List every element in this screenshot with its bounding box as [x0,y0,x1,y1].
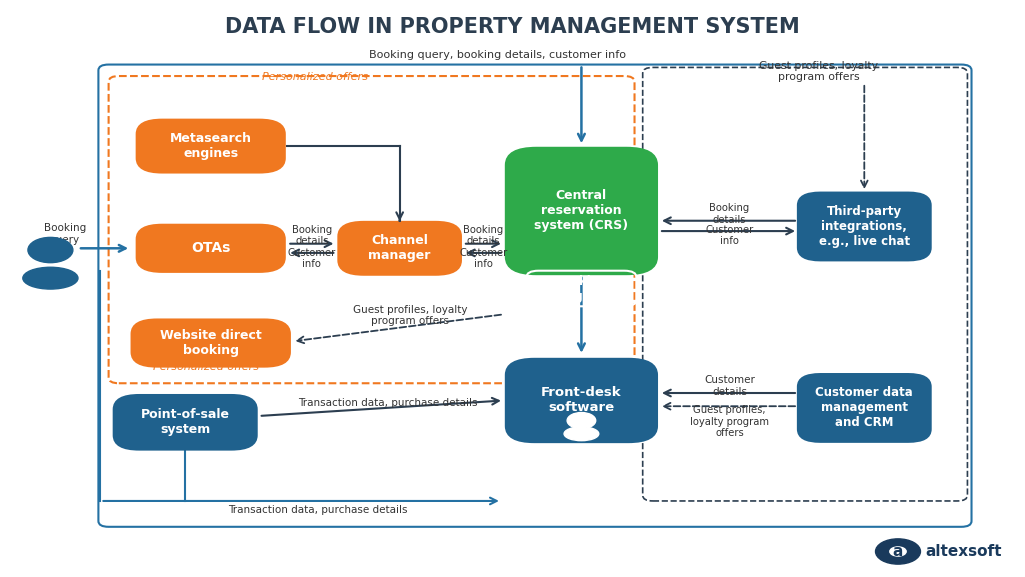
Ellipse shape [23,267,78,289]
Text: Guest profiles, loyalty
program offers: Guest profiles, loyalty program offers [353,305,467,326]
Text: a: a [893,544,903,559]
FancyBboxPatch shape [136,119,285,173]
Text: Transaction data, purchase details: Transaction data, purchase details [297,398,478,409]
FancyBboxPatch shape [506,148,657,274]
Ellipse shape [564,427,599,441]
Text: Booking query, booking details, customer info: Booking query, booking details, customer… [369,50,626,60]
FancyBboxPatch shape [136,225,285,272]
Text: Third-party
integrations,
e.g., live chat: Third-party integrations, e.g., live cha… [819,205,910,248]
Text: Booking
details: Booking details [463,225,503,246]
Text: Personalized offers: Personalized offers [261,72,368,82]
Text: Central
reservation
system (CRS): Central reservation system (CRS) [534,189,628,233]
Text: Channel
manager: Channel manager [368,234,430,263]
FancyBboxPatch shape [506,359,657,442]
Text: Guest profiles, loyalty
program offers: Guest profiles, loyalty program offers [758,61,877,83]
Circle shape [890,547,906,556]
Text: Metasearch
engines: Metasearch engines [170,132,252,160]
FancyBboxPatch shape [131,320,290,366]
FancyBboxPatch shape [114,395,256,449]
Circle shape [567,413,596,429]
FancyBboxPatch shape [797,193,931,260]
Text: OTAs: OTAs [191,241,231,255]
Text: Guest profiles,
loyalty program
offers: Guest profiles, loyalty program offers [690,405,769,439]
Text: DATA FLOW IN PROPERTY MANAGEMENT SYSTEM: DATA FLOW IN PROPERTY MANAGEMENT SYSTEM [224,17,800,38]
FancyBboxPatch shape [338,222,461,275]
FancyBboxPatch shape [797,374,931,442]
Text: Point-of-sale
system: Point-of-sale system [140,409,230,436]
Text: Customer
info: Customer info [705,225,753,246]
Circle shape [28,237,73,263]
Text: Website direct
booking: Website direct booking [160,329,261,357]
Text: Booking
engine: Booking engine [555,275,608,302]
Text: Front-desk
software: Front-desk software [541,387,622,414]
Text: Customer
info: Customer info [459,248,507,269]
Text: altexsoft: altexsoft [926,544,1002,559]
Circle shape [875,539,920,564]
Text: Customer data
management
and CRM: Customer data management and CRM [816,387,913,429]
Text: Booking
details: Booking details [292,225,332,246]
Text: Customer
details: Customer details [704,375,755,397]
Text: Personalized offers: Personalized offers [153,362,258,372]
Text: Booking
details: Booking details [709,203,749,224]
Text: Customer
info: Customer info [288,248,336,269]
Text: Booking
query: Booking query [44,223,86,245]
Text: Transaction data, purchase details: Transaction data, purchase details [229,504,408,515]
